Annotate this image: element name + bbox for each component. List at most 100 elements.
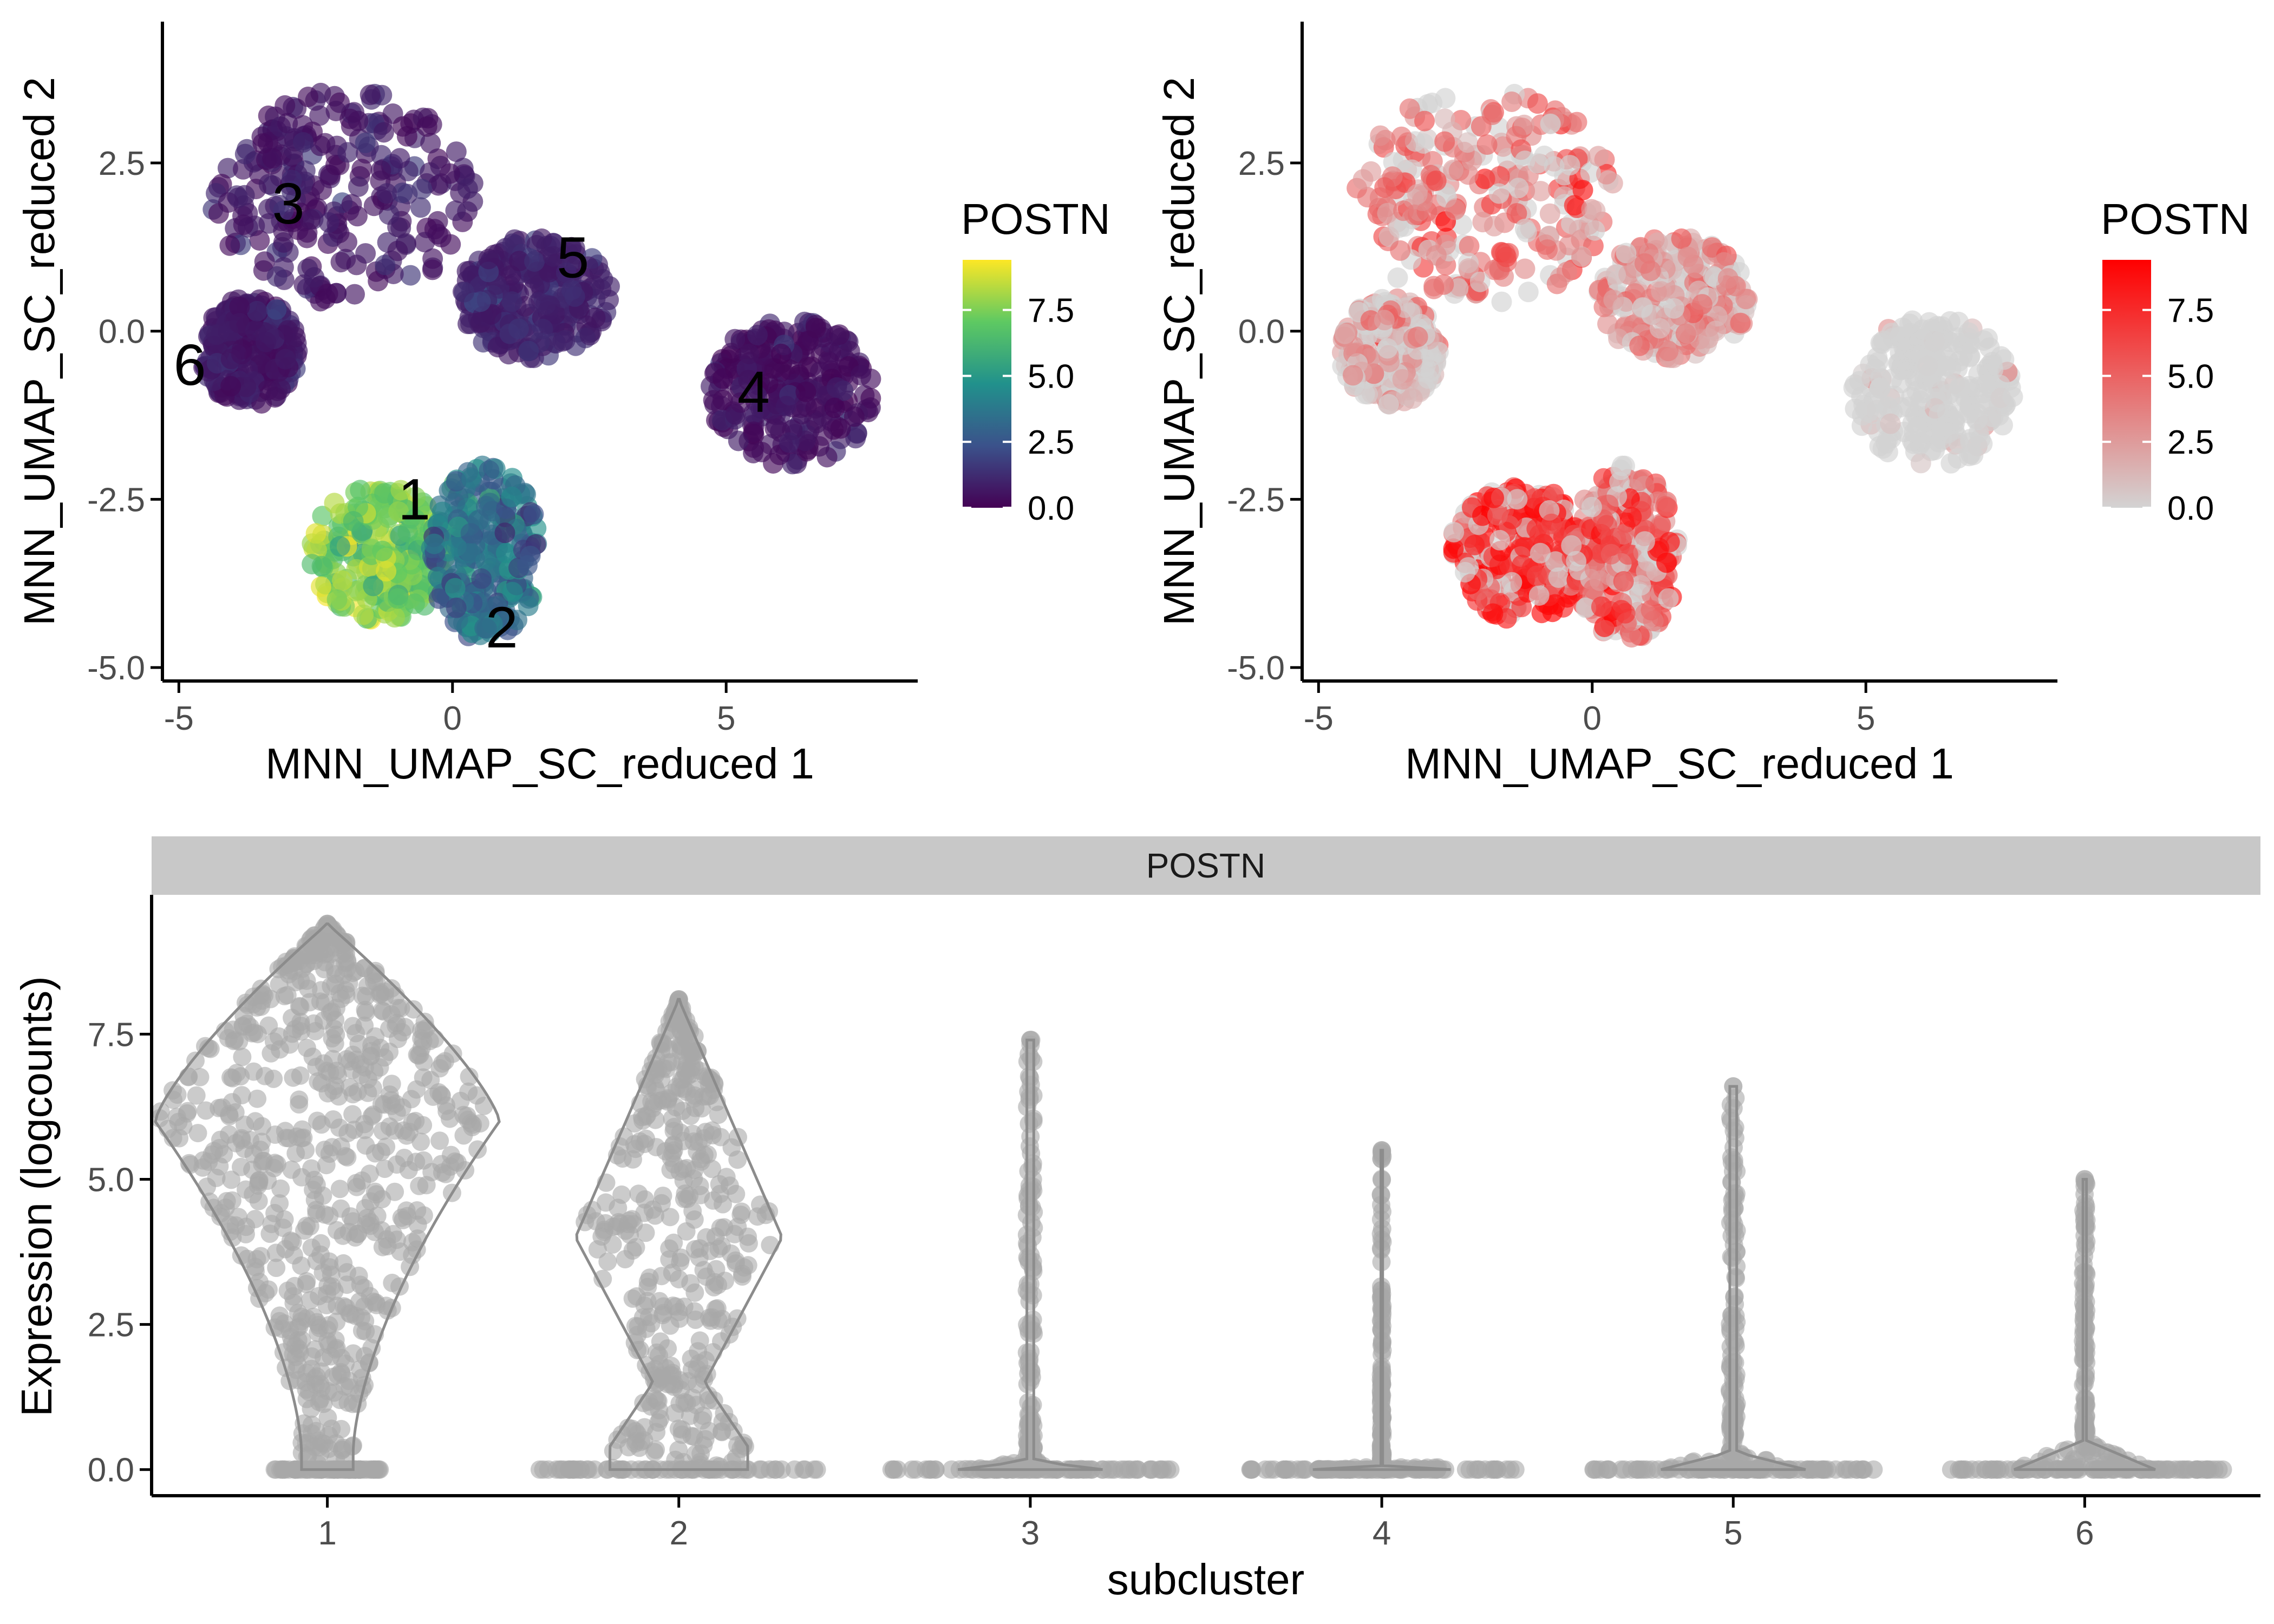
umap-point xyxy=(1378,394,1399,415)
umap-point xyxy=(227,187,249,208)
umap-point xyxy=(315,288,336,309)
umap-point xyxy=(585,307,606,328)
x-tick-label: -5 xyxy=(1304,700,1334,737)
umap-point xyxy=(1906,381,1927,402)
umap-viridis-points xyxy=(193,82,881,646)
violin-point xyxy=(426,1030,445,1048)
umap-point xyxy=(1632,297,1653,318)
umap-viridis-panel: 356 412 -5 0 5 -5.0-2.50.02.5 MNN_UMAP_SC_r… xyxy=(15,22,1110,788)
umap-point xyxy=(1636,561,1657,582)
legend-tick-label: 5.0 xyxy=(2167,358,2214,395)
violin-point xyxy=(596,1193,615,1212)
violin-point xyxy=(324,1081,343,1100)
violin-point xyxy=(652,1267,671,1286)
violin-point xyxy=(722,1138,741,1157)
legend-tick-label: 5.0 xyxy=(1028,358,1074,395)
umap-point xyxy=(1556,261,1577,283)
umap-point xyxy=(389,148,410,169)
violin-point xyxy=(373,1001,391,1020)
violin-point xyxy=(311,1444,330,1463)
umap-point xyxy=(598,290,619,310)
umap-point xyxy=(1659,532,1680,553)
umap-point xyxy=(471,568,492,589)
violin-point xyxy=(1020,1087,1039,1106)
violin-point xyxy=(603,1458,622,1477)
umap-point xyxy=(266,299,287,320)
umap-point xyxy=(299,209,321,230)
umap-point xyxy=(1508,178,1529,199)
umap-point xyxy=(1970,428,1991,449)
umap-point xyxy=(524,251,545,272)
violin-point xyxy=(322,977,341,996)
umap-point xyxy=(1352,169,1374,190)
violin-point xyxy=(311,1234,330,1253)
umap-point xyxy=(1390,240,1411,261)
violin-point xyxy=(636,1190,655,1209)
umap-point xyxy=(751,442,772,463)
violin-point xyxy=(635,1418,654,1437)
violin-point xyxy=(396,1018,415,1037)
umap-point xyxy=(416,116,437,137)
y-tick-label: 0.0 xyxy=(1238,313,1285,351)
umap-point xyxy=(264,387,285,408)
umap-point xyxy=(252,133,273,154)
violin-point xyxy=(356,1000,375,1019)
umap-point xyxy=(806,412,827,434)
umap-point xyxy=(851,365,872,386)
umap-point xyxy=(1434,131,1455,152)
umap-point xyxy=(304,267,325,288)
violin-point xyxy=(650,1346,669,1365)
umap-point xyxy=(1434,108,1455,129)
umap-point xyxy=(1849,371,1870,392)
violin-point xyxy=(328,1221,346,1240)
umap-point xyxy=(780,359,801,380)
umap-point xyxy=(1455,562,1475,582)
umap-point xyxy=(1649,318,1670,339)
umap-point xyxy=(1399,98,1420,119)
umap-point xyxy=(1526,565,1547,586)
umap-point xyxy=(275,349,296,370)
violin-point xyxy=(276,1460,295,1479)
umap-point xyxy=(1472,212,1493,233)
umap-point xyxy=(1605,264,1626,285)
umap-point xyxy=(387,240,408,261)
violin-point xyxy=(692,1099,711,1118)
y-tick-label: -5.0 xyxy=(1227,650,1285,687)
umap-point xyxy=(1594,617,1615,637)
umap-point xyxy=(233,214,254,235)
umap-point xyxy=(1615,603,1636,624)
umap-point xyxy=(501,486,522,507)
violin-point xyxy=(380,1117,399,1136)
violin-point xyxy=(705,1273,724,1292)
umap-point xyxy=(1735,289,1756,310)
legend-tick-label: 7.5 xyxy=(1028,292,1074,330)
umap-point xyxy=(1426,245,1447,266)
umap-point xyxy=(400,265,421,286)
umap-point xyxy=(1634,531,1655,552)
umap-point xyxy=(1527,93,1548,114)
violin-point xyxy=(198,1177,217,1196)
umap-point xyxy=(355,132,376,153)
umap-point xyxy=(499,323,520,344)
violin-point xyxy=(882,1460,901,1479)
y-tick-label: -5.0 xyxy=(87,650,145,687)
umap-point xyxy=(332,570,353,591)
violin-point xyxy=(246,1210,265,1228)
umap-point xyxy=(747,324,768,345)
umap-point xyxy=(1671,228,1692,249)
violin-point xyxy=(282,1328,300,1347)
legend-tick-label: 0.0 xyxy=(2167,490,2214,527)
umap-point xyxy=(1370,125,1391,146)
umap-point xyxy=(552,331,573,352)
umap-point xyxy=(1464,534,1485,555)
violin-point xyxy=(395,1149,414,1167)
violin-point xyxy=(385,1182,404,1201)
umap-point xyxy=(494,522,515,543)
umap-point xyxy=(1944,410,1965,431)
umap-point xyxy=(1664,298,1684,319)
umap-point xyxy=(824,397,845,418)
umap-point xyxy=(1539,203,1560,224)
violin-point xyxy=(330,1180,349,1199)
violin-point xyxy=(686,1080,705,1099)
violin-point xyxy=(683,1202,702,1221)
